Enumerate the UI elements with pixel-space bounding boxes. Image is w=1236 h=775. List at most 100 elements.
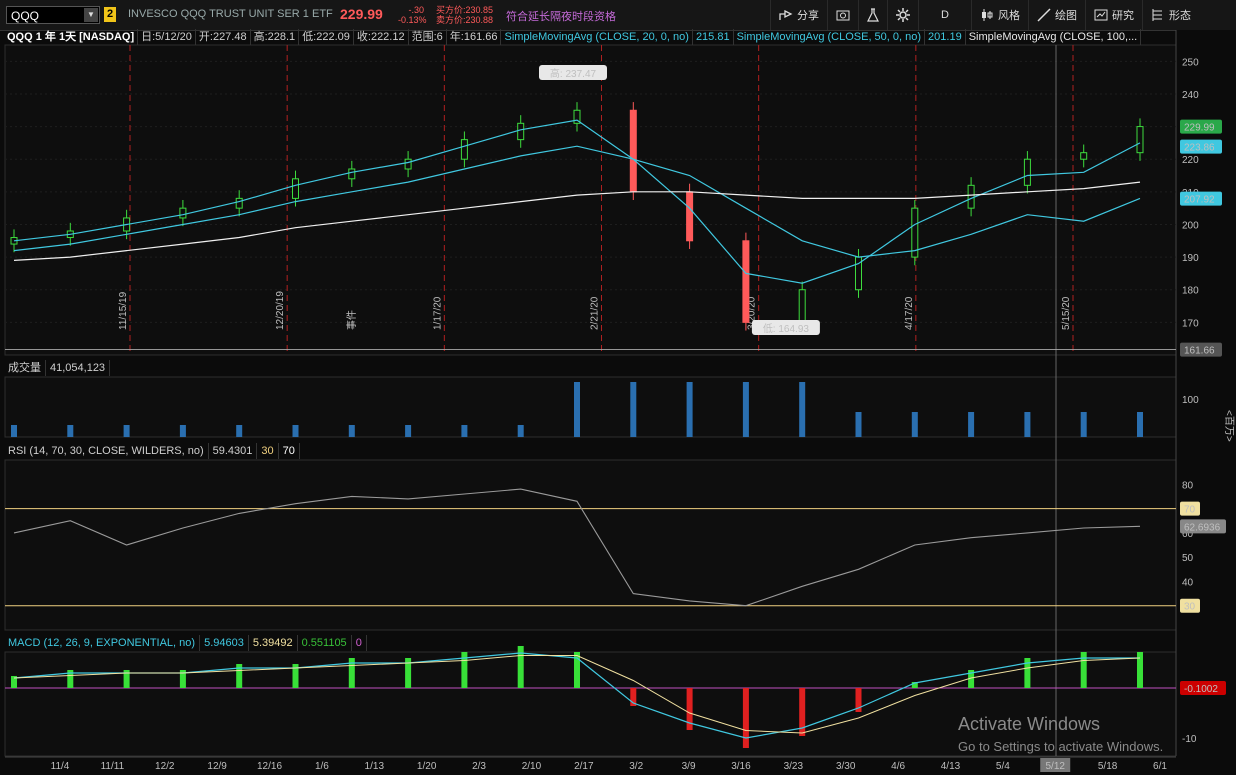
x-cursor-date-bg — [1040, 758, 1071, 772]
studies-button[interactable] — [858, 0, 887, 30]
settings-button[interactable] — [887, 0, 918, 30]
x-tick-label: 6/1 — [1153, 761, 1167, 772]
candle — [629, 109, 637, 193]
last-price-badge: 229.99 — [1184, 123, 1215, 134]
legend-sma20[interactable]: SimpleMovingAvg (CLOSE, 20, 0, no) — [501, 29, 693, 45]
link-group-badge[interactable]: 2 — [104, 7, 116, 22]
price-tick-label: 170 — [1182, 318, 1199, 329]
legend-year: 年:161.66 — [447, 29, 502, 45]
sma50-badge: 207.92 — [1184, 195, 1215, 206]
x-tick-label: 12/16 — [257, 761, 282, 772]
macd-label[interactable]: MACD (12, 26, 9, EXPONENTIAL, no) — [4, 635, 201, 651]
chevron-down-icon[interactable]: ▼ — [84, 8, 98, 22]
volume-bar — [1080, 412, 1087, 437]
rsi-os: 70 — [278, 443, 300, 459]
research-button[interactable]: 研究 — [1084, 0, 1142, 30]
volume-bar — [11, 425, 17, 437]
x-tick-label: 1/13 — [365, 761, 385, 772]
share-button[interactable]: 分享 — [770, 0, 827, 30]
price-tick-label: 220 — [1182, 155, 1199, 166]
price-tick-label: 250 — [1182, 57, 1199, 68]
candle — [292, 178, 299, 199]
symbol-input[interactable]: QQQ ▼ — [6, 6, 100, 24]
low-callout-bg — [751, 320, 820, 335]
volume-bar — [799, 382, 806, 437]
macd-hist-bar — [686, 688, 693, 730]
volume-bar — [742, 382, 749, 437]
legend-symbol: QQQ 1 年 1天 [NASDAQ] — [4, 29, 139, 45]
rsi-tick: 80 — [1182, 480, 1194, 491]
earnings-date-label: 2/21/20 — [590, 296, 601, 330]
style-button[interactable]: 风格 — [970, 0, 1028, 30]
drawing-button[interactable]: 绘图 — [1027, 0, 1085, 30]
candle — [1080, 152, 1088, 160]
earnings-date-label: 4/17/20 — [904, 296, 915, 330]
sma20-badge: 223.86 — [1184, 143, 1215, 154]
macd-badge: -0.1002 — [1184, 684, 1218, 695]
rsi-label[interactable]: RSI (14, 70, 30, CLOSE, WILDERS, no) — [4, 443, 209, 459]
instrument-name: INVESCO QQQ TRUST UNIT SER 1 ETF — [128, 8, 333, 20]
x-tick-label: 3/23 — [784, 761, 804, 772]
sma-line-1 — [13, 145, 1141, 258]
macd-hist-bar — [11, 676, 17, 688]
rsi-tick: 60 — [1182, 529, 1194, 540]
macd-hist-bar — [574, 652, 580, 688]
macd-legend: MACD (12, 26, 9, EXPONENTIAL, no) 5.9460… — [4, 635, 367, 651]
volume-bar — [911, 412, 918, 437]
volume-bar — [405, 425, 412, 437]
aggregation-button[interactable]: D — [918, 0, 971, 30]
macd-badge-bg — [1180, 681, 1226, 695]
volume-bar — [686, 382, 693, 437]
volume-bar — [348, 425, 355, 437]
pattern-button[interactable]: 形态 — [1141, 0, 1199, 30]
snapshot-button[interactable] — [827, 0, 858, 30]
x-tick-label: 5/4 — [996, 761, 1010, 772]
rsi-pane — [4, 459, 1177, 631]
rsi-ob: 30 — [257, 443, 279, 459]
volume-unit: <百万> — [1223, 410, 1235, 442]
legend-open: 开:227.48 — [196, 29, 251, 45]
watermark-title: Activate Windows — [958, 714, 1101, 734]
volume-legend: 成交量 41,054,123 — [4, 360, 111, 376]
earnings-date-label: 3/20/20 — [747, 296, 758, 330]
macd-hist-bar — [461, 652, 468, 688]
macd-hist-bar — [292, 664, 299, 688]
price-tick-label: 200 — [1182, 220, 1199, 231]
rsi-current-badge: 62.6936 — [1184, 522, 1221, 533]
x-tick-label: 3/2 — [629, 761, 643, 772]
candle — [348, 168, 356, 180]
share-icon — [779, 9, 793, 20]
candle — [404, 158, 412, 170]
last-price: 229.99 — [340, 6, 383, 22]
legend-sma100[interactable]: SimpleMovingAvg (CLOSE, 100,... — [966, 29, 1142, 45]
macd-signal-line — [13, 655, 1141, 734]
macd-v2: 5.39492 — [248, 635, 298, 651]
x-tick-label: 11/11 — [101, 761, 125, 772]
flask-icon — [867, 8, 879, 22]
earnings-date-label: 1/17/20 — [432, 296, 443, 330]
year-low-badge-bg — [1180, 342, 1222, 357]
candle — [911, 207, 919, 258]
x-cursor-date: 5/12 — [1046, 761, 1066, 772]
last-price-badge-bg — [1180, 119, 1222, 134]
macd-v3: 0.551105 — [297, 635, 352, 651]
volume-bar — [1137, 412, 1143, 437]
sma20-badge-bg — [1180, 139, 1222, 154]
x-tick-label: 3/30 — [836, 761, 856, 772]
volume-bar — [968, 412, 975, 437]
legend-range: 范围:6 — [409, 29, 447, 45]
macd-hist-bar — [179, 670, 186, 688]
low-callout: 低: 164.93 — [763, 322, 810, 335]
candle — [517, 122, 525, 141]
macd-hist-bar — [123, 670, 130, 688]
macd-hist-bar — [799, 688, 806, 736]
macd-hist-bar — [236, 664, 243, 688]
macd-line — [13, 652, 1140, 739]
event-mark: 事件 — [345, 310, 358, 330]
macd-hist-bar — [855, 688, 862, 712]
volume-bar — [517, 425, 524, 437]
legend-sma50[interactable]: SimpleMovingAvg (CLOSE, 50, 0, no) — [734, 29, 926, 45]
volume-bar — [574, 382, 580, 437]
rsi-tick: 40 — [1182, 577, 1194, 588]
